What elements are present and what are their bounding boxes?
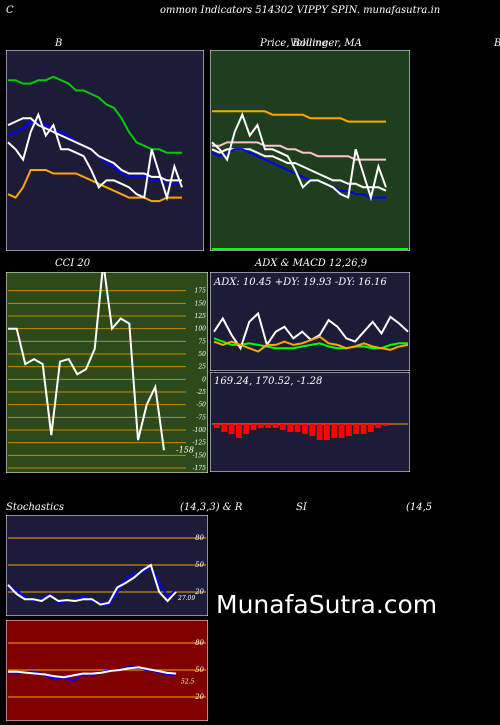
- rsi-series-1: [8, 666, 177, 679]
- header-left: C: [6, 5, 14, 16]
- bollinger-series-2: [7, 117, 182, 182]
- macd-histogram-bar: [324, 424, 330, 440]
- cci-last-value: -158: [176, 445, 194, 454]
- price-ma-series-0: [212, 110, 386, 123]
- macd-histogram-bar: [309, 424, 316, 436]
- title-volume: Volume: [290, 38, 328, 49]
- stochastics-panel: 80 50 20 27.09: [5, 514, 209, 620]
- macd-panel: 169.24, 170.52, -1.28: [209, 371, 411, 476]
- title-cci: CCI 20: [55, 258, 91, 269]
- macd-histogram-bar: [265, 424, 272, 428]
- cci-tick-label: 100: [195, 326, 207, 333]
- watermark: MunafaSutra.com: [216, 590, 438, 619]
- page-title: ommon Indicators 514302 VIPPY SPIN. muna…: [160, 5, 441, 16]
- cci-tick-label: 50: [198, 351, 206, 358]
- rsi-tick-label: 50: [195, 666, 204, 674]
- price-ma-series-4: [211, 112, 387, 202]
- macd-histogram-bar: [221, 424, 228, 432]
- adx-series-0: [213, 337, 408, 350]
- cci-tick-label: -150: [193, 452, 207, 459]
- macd-histogram-bar: [258, 424, 264, 428]
- adx-values: ADX: 10.45 +DY: 19.93 -DY: 16.16: [214, 277, 387, 288]
- cci-tick-label: -125: [193, 440, 207, 447]
- macd-histogram-bar: [346, 424, 352, 436]
- macd-histogram-bar: [294, 424, 301, 432]
- macd-histogram-bar: [368, 424, 374, 432]
- macd-histogram-bar: [338, 424, 345, 438]
- title-stochastics: Stochastics: [6, 502, 64, 513]
- stoch-series-1: [7, 563, 177, 606]
- macd-histogram-bar: [243, 424, 250, 434]
- bollinger-panel: [5, 49, 205, 255]
- macd-histogram-bar: [382, 424, 389, 426]
- cci-tick-label: 75: [198, 338, 206, 345]
- price-ma-panel: [209, 49, 411, 255]
- rsi-tick-label: 80: [195, 639, 204, 647]
- bollinger-series-3: [7, 169, 182, 203]
- macd-histogram-bar: [250, 424, 257, 430]
- macd-values: 169.24, 170.52, -1.28: [214, 376, 323, 387]
- cci-tick-label: -100: [193, 427, 207, 434]
- cci-tick-label: 125: [195, 313, 207, 320]
- macd-histogram-bar: [302, 424, 308, 434]
- cci-tick-label: -25: [196, 389, 206, 396]
- macd-histogram-bar: [316, 424, 323, 440]
- bollinger-series-0: [8, 75, 182, 154]
- macd-histogram-bar: [287, 424, 294, 432]
- cci-panel: 175 150 125 100 75 50 25 0 -25 -50 -75 -100 -125 -150…: [5, 262, 209, 477]
- cci-tick-label: 0: [202, 376, 206, 383]
- title-bollinger: B: [55, 38, 63, 49]
- cci-tick-label: 175: [195, 288, 207, 295]
- title-adx-macd: ADX & MACD 12,26,9: [255, 258, 368, 269]
- cci-tick-label: -75: [196, 414, 206, 421]
- cci-tick-label: 25: [197, 364, 206, 371]
- cci-series-0: [8, 262, 165, 451]
- macd-histogram-bar: [272, 424, 279, 428]
- macd-histogram-bar: [360, 424, 367, 434]
- macd-histogram-bar: [331, 424, 338, 438]
- macd-histogram-bar: [375, 424, 382, 428]
- rsi-panel: 80 50 20 52.5: [5, 619, 209, 725]
- macd-histogram-bar: [214, 424, 220, 428]
- stoch-last-value: 27.09: [177, 595, 195, 602]
- stoch-tick-label: 50: [195, 561, 204, 569]
- title-rsi: SI: [296, 502, 307, 513]
- price-ma-series-1: [212, 141, 386, 161]
- bollinger-series-4: [7, 112, 183, 202]
- title-rsi-params: (14,5: [406, 502, 433, 513]
- title-price-ma: Price, Bollinger, MA: [260, 38, 362, 49]
- macd-histogram-bar: [228, 424, 235, 434]
- rsi-last-value: 52.5: [181, 678, 195, 685]
- stoch-tick-label: 20: [194, 588, 204, 596]
- macd-histogram-bar: [353, 424, 360, 434]
- price-ma-series-3: [211, 148, 386, 199]
- stoch-tick-label: 80: [195, 534, 204, 542]
- cci-tick-label: -175: [193, 465, 207, 472]
- adx-series-2: [213, 335, 409, 353]
- rsi-tick-label: 20: [194, 693, 204, 701]
- title-right-edge: B: [494, 38, 500, 49]
- title-stoch-params: (14,3,3) & R: [180, 502, 243, 513]
- macd-histogram-bar: [280, 424, 286, 430]
- cci-tick-label: 150: [195, 300, 207, 307]
- macd-histogram-bar: [236, 424, 242, 438]
- adx-panel: ADX: 10.45 +DY: 19.93 -DY: 16.16: [209, 271, 411, 375]
- cci-tick-label: -50: [196, 402, 206, 409]
